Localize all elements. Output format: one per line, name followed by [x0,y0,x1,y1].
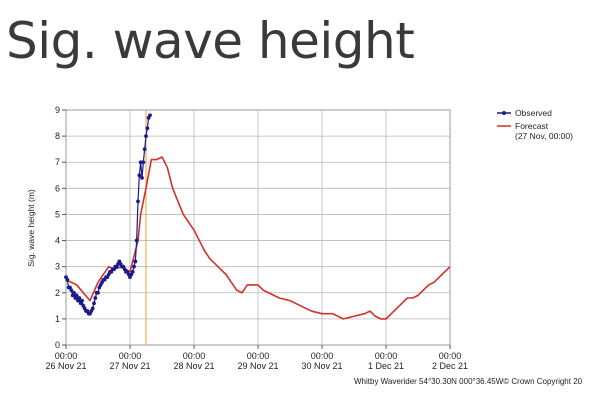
y-tick-label: 3 [55,262,60,272]
observed-point [92,301,96,306]
observed-point [130,269,135,274]
observed-point [96,290,100,295]
observed-point [144,134,148,139]
x-tick-date: 2 Dec 21 [432,361,468,371]
x-tick-time: 00:00 [183,351,206,361]
observed-point [145,126,150,131]
series-layer [64,113,451,320]
observed-point [90,306,95,311]
y-tick-label: 9 [55,105,60,115]
x-tick-time: 00:00 [55,351,78,361]
observed-point [133,259,138,264]
observed-point [65,277,70,282]
forecast-line [65,156,451,320]
y-tick-label: 6 [55,183,60,193]
legend-observed-marker [502,111,506,115]
x-tick-date: 29 Nov 21 [237,361,278,371]
observed-point [138,160,143,165]
x-tick-time: 00:00 [375,351,398,361]
observed-point [148,113,152,118]
legend: Observed Forecast (27 Nov, 00:00) [497,108,573,141]
y-tick-label: 7 [55,157,60,167]
observed-point [141,160,146,165]
y-axis-label: Sig. wave height (m) [26,189,36,267]
y-tick-label: 2 [55,288,60,298]
observed-point [137,173,142,178]
legend-forecast-sublabel: (27 Nov, 00:00) [515,131,573,141]
observed-point [142,147,147,152]
observed-point [69,288,74,293]
observed-point [93,296,98,300]
gridlines [66,110,450,345]
y-tick-label: 8 [55,131,60,141]
x-tick-time: 00:00 [119,351,142,361]
observed-point [132,264,136,269]
observed-point [134,238,139,243]
x-tick-date: 28 Nov 21 [173,361,214,371]
y-axis: 0 1 2 3 4 5 6 7 8 9 [55,105,66,350]
observed-point [74,293,79,298]
y-tick-label: 0 [55,340,60,350]
x-tick-date: 26 Nov 21 [45,361,86,371]
legend-forecast-label: Forecast [515,121,549,131]
y-tick-label: 4 [55,236,60,246]
page-title: Sig. wave height [6,12,415,70]
x-tick-date: 27 Nov 21 [109,361,150,371]
y-tick-label: 1 [55,314,60,324]
x-tick-time: 00:00 [247,351,270,361]
footnote: Whitby Waverider 54°30.30N 000°36.45W© C… [354,377,583,386]
legend-observed-label: Observed [515,108,552,118]
observed-point [136,199,140,204]
observed-point [77,296,82,300]
x-tick-date: 30 Nov 21 [301,361,342,371]
observed-point [140,175,144,180]
observed-point [72,290,76,295]
x-tick-date: 1 Dec 21 [368,361,404,371]
x-tick-time: 00:00 [311,351,334,361]
observed-point [80,298,84,303]
x-tick-time: 00:00 [439,351,462,361]
y-tick-label: 5 [55,209,60,219]
